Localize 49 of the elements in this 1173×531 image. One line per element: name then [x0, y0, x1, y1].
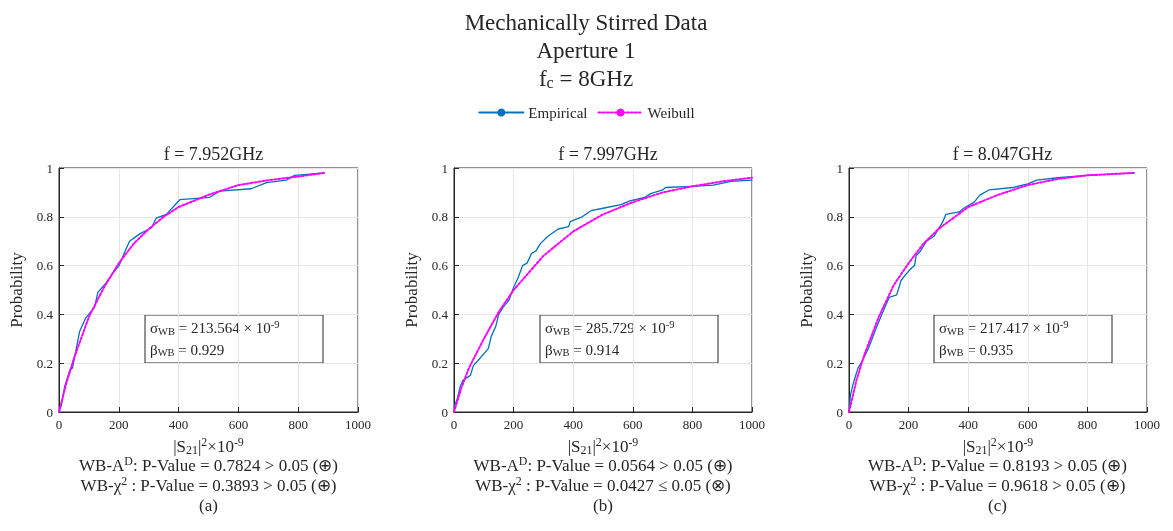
- x-tick-label: 400: [958, 417, 978, 432]
- x-tick-label: 1000: [1134, 417, 1160, 432]
- x-tick-label: 200: [109, 417, 129, 432]
- legend-label: Weibull: [647, 104, 695, 121]
- y-tick-label: 0.4: [826, 306, 844, 322]
- x-tick-label: 600: [623, 417, 643, 432]
- x-tick-label: 200: [898, 417, 919, 432]
- annotation: βWB = 0.914: [545, 342, 620, 358]
- y-tick-label: 0.8: [431, 209, 448, 225]
- y-tick-label: 0.2: [36, 355, 53, 371]
- y-tick-label: 0.6: [826, 258, 844, 274]
- x-tick-label: 800: [682, 417, 703, 432]
- y-tick-label: 1: [46, 160, 53, 176]
- y-tick-label: 0.6: [36, 258, 54, 274]
- x-tick-label: 400: [168, 417, 189, 432]
- y-tick-label: 0.8: [826, 209, 843, 225]
- y-tick-label: 0.2: [826, 355, 843, 371]
- x-tick-label: 800: [1077, 417, 1098, 432]
- y-tick-label: 0.2: [431, 355, 448, 371]
- text: Aperture 1: [536, 37, 636, 63]
- y-axis-title: Probability: [402, 251, 421, 328]
- chart-title: f = 7.952GHz: [163, 144, 264, 164]
- x-tick-label: 800: [288, 417, 308, 432]
- text: (c): [988, 495, 1007, 515]
- x-tick-label: 600: [1018, 417, 1038, 432]
- y-tick-label: 1: [441, 160, 448, 176]
- y-tick-label: 1: [836, 160, 843, 176]
- x-tick-label: 200: [503, 417, 524, 432]
- chart-title: f = 7.997GHz: [558, 144, 658, 164]
- y-tick-label: 0: [441, 404, 448, 420]
- y-axis-title: Probability: [797, 251, 816, 328]
- y-tick-label: 0: [836, 404, 843, 420]
- x-tick-label: 1000: [739, 417, 765, 432]
- y-tick-label: 0.8: [36, 209, 53, 225]
- text: fc = 8GHz: [538, 65, 634, 91]
- x-tick-label: 600: [228, 417, 249, 432]
- y-tick-label: 0.4: [431, 306, 449, 322]
- x-tick-label: 400: [563, 417, 583, 432]
- y-tick-label: 0.4: [36, 306, 54, 322]
- annotation: βWB = 0.929: [150, 342, 225, 358]
- text: (b): [593, 495, 613, 515]
- y-tick-label: 0.6: [431, 258, 449, 274]
- x-tick-label: 1000: [345, 417, 371, 432]
- legend-label: Empirical: [528, 104, 588, 121]
- text: Mechanically Stirred Data: [464, 9, 708, 35]
- y-axis-title: Probability: [7, 251, 26, 328]
- y-tick-label: 0: [46, 404, 53, 420]
- text: (a): [199, 495, 218, 515]
- chart-title: f = 8.047GHz: [952, 144, 1053, 164]
